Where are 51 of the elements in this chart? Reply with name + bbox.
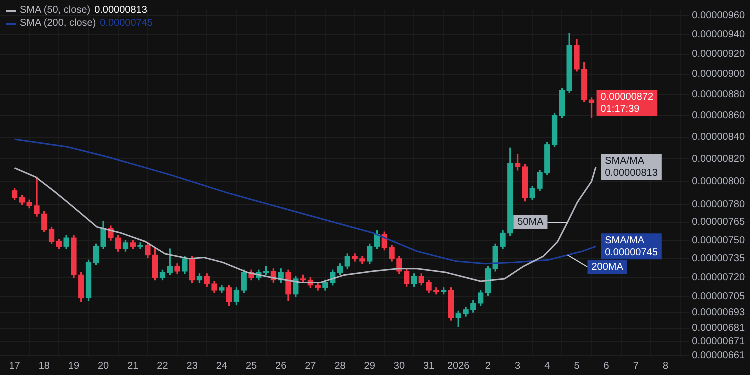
x-tick-label: 23 bbox=[186, 360, 198, 372]
x-tick-label: 18 bbox=[38, 360, 50, 372]
annotation: 50MA bbox=[518, 217, 544, 228]
x-tick-label: 31 bbox=[423, 360, 436, 372]
x-tick-label: 22 bbox=[157, 360, 169, 372]
x-tick-label: 25 bbox=[246, 360, 258, 372]
annotation: SMA/MA 0.00000813 bbox=[605, 156, 658, 179]
y-tick-label: 0.00000920 bbox=[692, 49, 746, 60]
x-tick-label: 19 bbox=[68, 360, 80, 372]
y-tick-label: 0.00000820 bbox=[692, 154, 746, 165]
x-tick-label: 2 bbox=[485, 360, 492, 372]
legend-label: SMA (200, close) bbox=[20, 17, 96, 30]
y-tick-label: 0.00000780 bbox=[692, 200, 746, 211]
legend-label: SMA (50, close) bbox=[20, 4, 91, 17]
x-tick-label: 5 bbox=[574, 360, 580, 372]
x-tick-label: 27 bbox=[305, 360, 317, 372]
y-tick-label: 0.00000800 bbox=[692, 176, 746, 188]
y-tick-label: 0.00000840 bbox=[692, 132, 746, 144]
y-tick-label: 0.00000900 bbox=[692, 69, 746, 80]
x-tick-label: 17 bbox=[9, 360, 21, 372]
annotation: SMA/MA 0.00000745 bbox=[605, 235, 658, 258]
x-tick-label: 30 bbox=[394, 360, 406, 372]
x-tick-label: 26 bbox=[276, 360, 288, 372]
y-tick-label: 0.00000765 bbox=[692, 217, 746, 228]
y-tick-label: 0.00000940 bbox=[692, 30, 746, 41]
x-tick-label: 29 bbox=[364, 360, 376, 372]
y-tick-label: 0.00000661 bbox=[692, 350, 746, 362]
x-tick-label: 8 bbox=[662, 360, 669, 372]
y-tick-label: 0.00000720 bbox=[692, 272, 746, 284]
x-tick-label: 28 bbox=[334, 360, 346, 372]
y-tick-label: 0.00000681 bbox=[692, 323, 746, 334]
x-tick-label: 21 bbox=[128, 360, 140, 372]
y-tick-label: 0.00000735 bbox=[692, 254, 746, 265]
y-tick-label: 0.00000860 bbox=[692, 110, 746, 122]
x-tick-label: 20 bbox=[98, 360, 110, 372]
x-tick-label: 2026 bbox=[448, 360, 470, 372]
y-tick-label: 0.00000960 bbox=[692, 10, 746, 22]
x-tick-label: 3 bbox=[515, 360, 522, 372]
y-tick-label: 0.00000880 bbox=[692, 90, 746, 101]
y-tick-label: 0.00000693 bbox=[692, 307, 746, 318]
x-tick-label: 6 bbox=[604, 360, 610, 372]
y-tick-label: 0.00000671 bbox=[692, 336, 746, 348]
x-tick-label: 24 bbox=[216, 360, 228, 372]
annotation: 0.00000813 bbox=[94, 4, 148, 17]
x-tick-label: 4 bbox=[544, 360, 551, 372]
annotation: 0.00000745 bbox=[100, 17, 153, 30]
y-tick-label: 0.00000750 bbox=[692, 235, 746, 246]
y-tick-label: 0.00000705 bbox=[692, 292, 746, 303]
annotation: 0.00000872 01:17:39 bbox=[600, 92, 654, 115]
x-tick-label: 7 bbox=[633, 360, 640, 372]
annotation: 200MA bbox=[592, 262, 624, 273]
